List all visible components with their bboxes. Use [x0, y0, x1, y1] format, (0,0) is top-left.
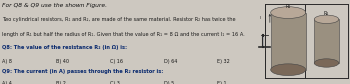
Text: D) 5: D) 5 — [164, 81, 175, 84]
Ellipse shape — [314, 15, 339, 24]
Text: E) 1: E) 1 — [217, 81, 227, 84]
Text: C) 16: C) 16 — [110, 59, 123, 64]
Bar — [271, 13, 306, 70]
Text: I: I — [260, 16, 261, 20]
Text: Two cylindrical resistors, R₁ and R₂, are made of the same material. Resistor R₂: Two cylindrical resistors, R₁ and R₂, ar… — [2, 17, 235, 22]
Ellipse shape — [314, 59, 339, 67]
Text: B) 2: B) 2 — [56, 81, 66, 84]
Text: B) 40: B) 40 — [56, 59, 69, 64]
Text: Q8: The value of the resistance R₂ (in Ω) is:: Q8: The value of the resistance R₂ (in Ω… — [2, 45, 127, 50]
Text: D) 64: D) 64 — [164, 59, 178, 64]
Text: R₁: R₁ — [286, 4, 291, 9]
Text: A) 4: A) 4 — [2, 81, 12, 84]
Ellipse shape — [271, 7, 306, 18]
Text: E) 32: E) 32 — [217, 59, 230, 64]
Ellipse shape — [271, 64, 306, 76]
Text: C) 3: C) 3 — [110, 81, 120, 84]
Text: A) 8: A) 8 — [2, 59, 12, 64]
Text: Q9: The current (in A) passes through the R₂ resistor is:: Q9: The current (in A) passes through th… — [2, 69, 163, 74]
Text: length of R₁ but half the radius of R₁. Given that the value of R₁ = 8 Ω and the: length of R₁ but half the radius of R₁. … — [2, 32, 245, 37]
Text: For Q8 & Q9 use the shown Figure.: For Q8 & Q9 use the shown Figure. — [2, 3, 107, 8]
Bar — [314, 19, 339, 63]
Text: R₂: R₂ — [324, 11, 329, 16]
